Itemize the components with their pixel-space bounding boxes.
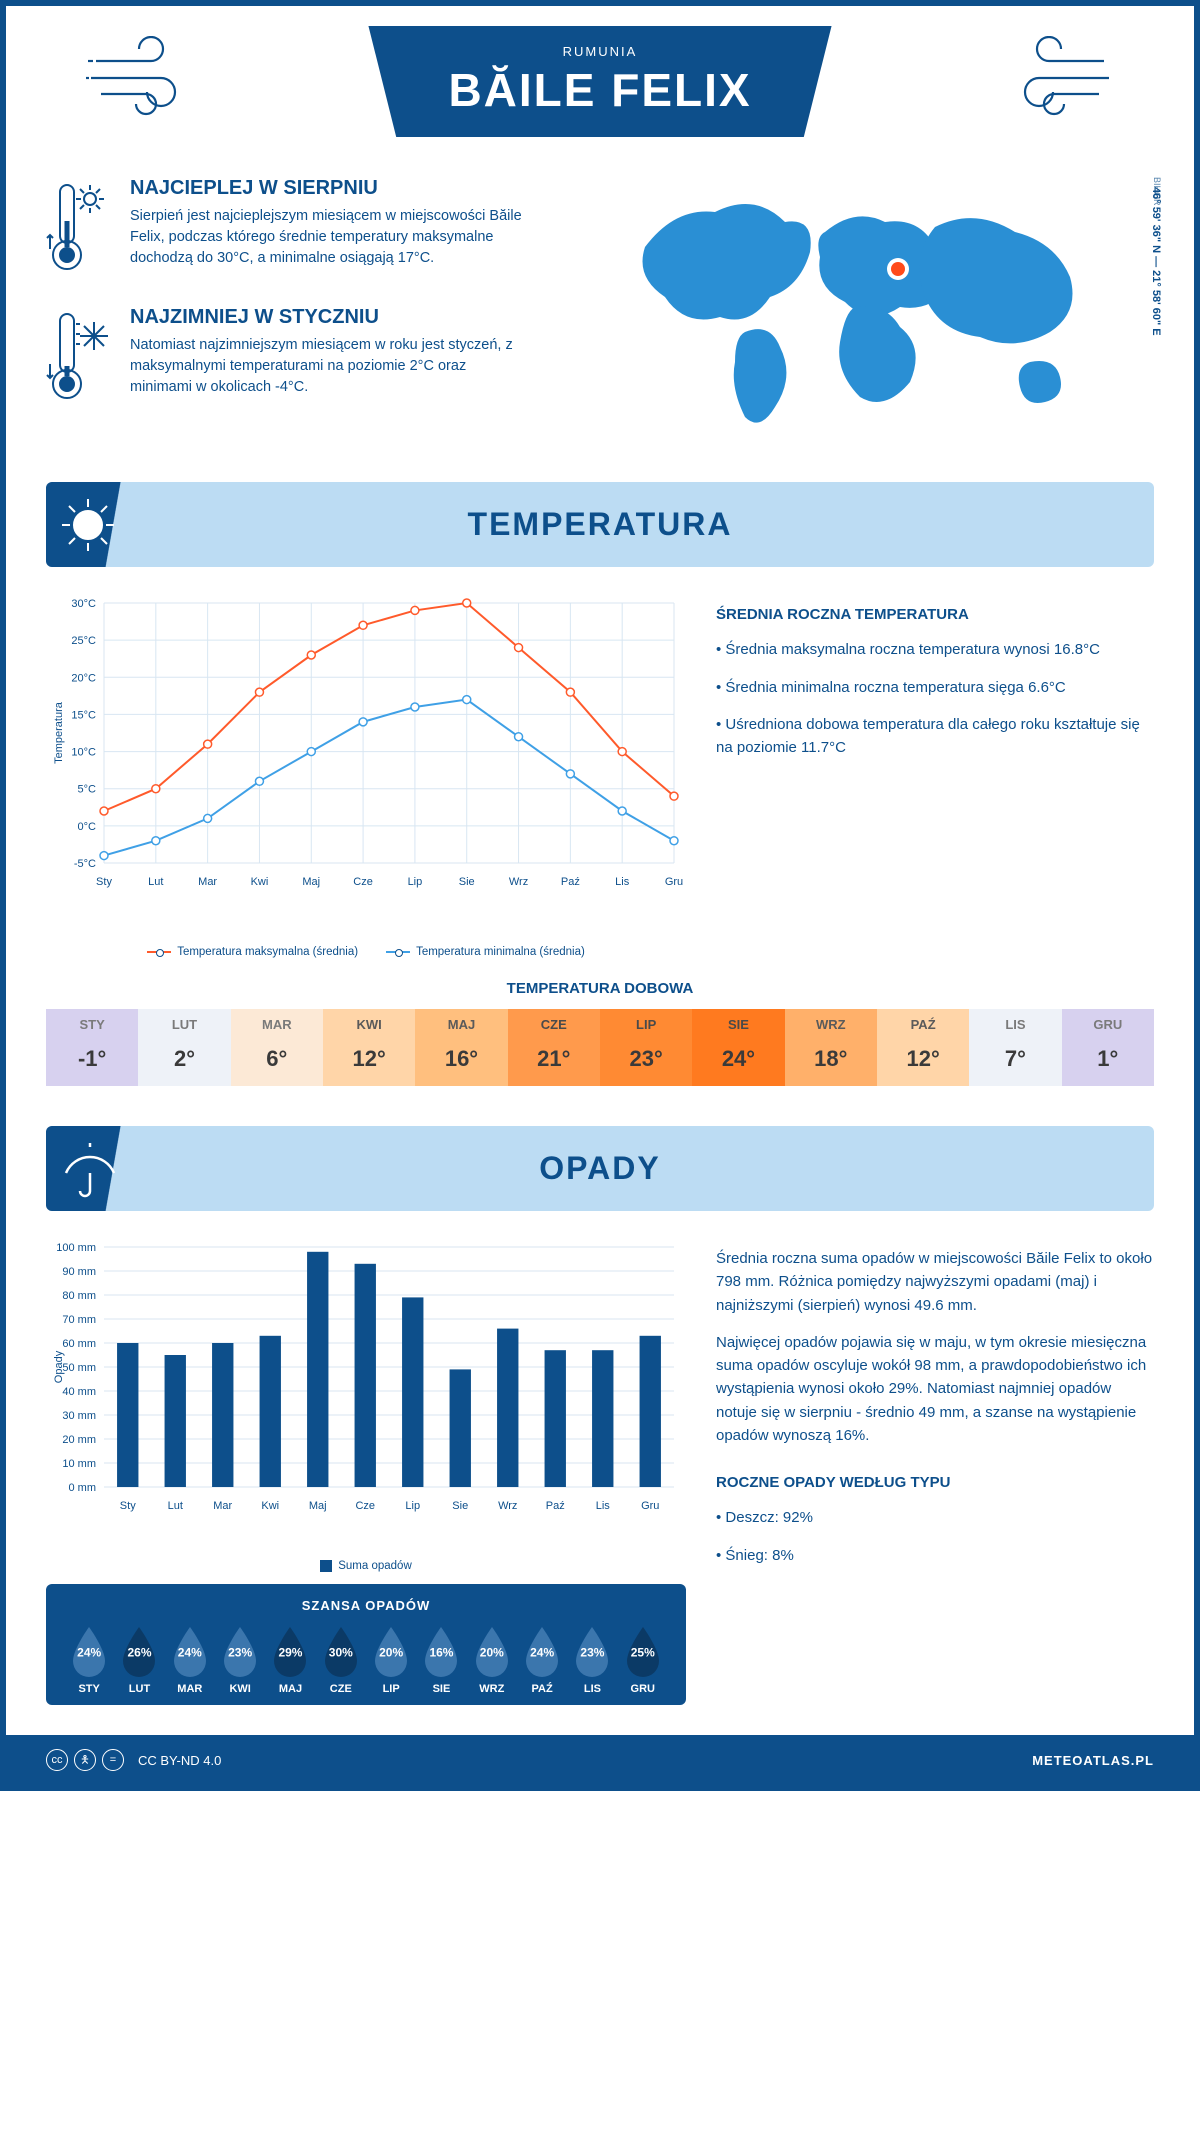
hot-heading: NAJCIEPLEJ W SIERPNIU xyxy=(130,177,530,200)
svg-text:Sie: Sie xyxy=(452,1500,468,1512)
svg-text:20 mm: 20 mm xyxy=(62,1434,96,1446)
svg-text:Lip: Lip xyxy=(405,1500,420,1512)
cc-icon: cc xyxy=(46,1749,68,1771)
page-subtitle: RUMUNIA xyxy=(448,44,751,59)
svg-text:Sie: Sie xyxy=(459,876,475,888)
thermometer-hot-icon xyxy=(46,177,112,282)
cold-text: Natomiast najzimniejszym miesiącem w rok… xyxy=(130,335,530,398)
svg-text:Lut: Lut xyxy=(168,1500,183,1512)
daily-temp-heading: TEMPERATURA DOBOWA xyxy=(46,980,1154,997)
svg-text:30°C: 30°C xyxy=(71,598,96,610)
svg-text:Lip: Lip xyxy=(408,876,423,888)
rain-type2: • Śnieg: 8% xyxy=(716,1544,1154,1567)
section-rain: OPADY xyxy=(46,1126,1154,1211)
temp-summary-b1: • Średnia maksymalna roczna temperatura … xyxy=(716,638,1154,661)
svg-text:100 mm: 100 mm xyxy=(56,1242,96,1254)
svg-text:Mar: Mar xyxy=(198,876,217,888)
svg-text:Paź: Paź xyxy=(561,876,580,888)
svg-text:10 mm: 10 mm xyxy=(62,1458,96,1470)
svg-text:Sty: Sty xyxy=(96,876,112,888)
section-temperature: TEMPERATURA xyxy=(46,482,1154,567)
footer: cc 🯅 = CC BY-ND 4.0 METEOATLAS.PL xyxy=(6,1735,1194,1785)
svg-text:Wrz: Wrz xyxy=(509,876,528,888)
rain-p2: Najwięcej opadów pojawia się w maju, w t… xyxy=(716,1331,1154,1447)
svg-text:70 mm: 70 mm xyxy=(62,1314,96,1326)
svg-text:Kwi: Kwi xyxy=(261,1500,279,1512)
svg-text:0 mm: 0 mm xyxy=(69,1482,97,1494)
thermometer-cold-icon xyxy=(46,306,112,411)
legend-max: Temperatura maksymalna (średnia) xyxy=(177,946,358,958)
svg-text:Sty: Sty xyxy=(120,1500,136,1512)
svg-text:Paź: Paź xyxy=(546,1500,565,1512)
svg-text:Temperatura: Temperatura xyxy=(53,701,65,764)
rain-chance-panel: SZANSA OPADÓW 24%STY26%LUT24%MAR23%KWI29… xyxy=(46,1584,686,1705)
header: BĂILE FELIX RUMUNIA xyxy=(46,6,1154,167)
svg-text:0°C: 0°C xyxy=(78,821,97,833)
svg-text:Gru: Gru xyxy=(641,1500,659,1512)
svg-text:Wrz: Wrz xyxy=(498,1500,517,1512)
svg-text:Opady: Opady xyxy=(53,1350,65,1383)
coords-label: 46° 59' 36" N — 21° 58' 60" E xyxy=(1150,187,1162,336)
svg-text:-5°C: -5°C xyxy=(74,858,96,870)
svg-text:Kwi: Kwi xyxy=(251,876,269,888)
hot-text: Sierpień jest najcieplejszym miesiącem w… xyxy=(130,206,530,269)
svg-text:Gru: Gru xyxy=(665,876,683,888)
temperature-line-chart: -5°C 0°C 5°C 10°C 15°C 20°C 25°C 30°C Sty Lut Mar K… xyxy=(46,593,686,958)
svg-text:80 mm: 80 mm xyxy=(62,1290,96,1302)
temp-section-title: TEMPERATURA xyxy=(46,506,1154,543)
svg-text:Lis: Lis xyxy=(615,876,630,888)
wind-icon xyxy=(1004,36,1114,116)
temp-summary-heading: ŚREDNIA ROCZNA TEMPERATURA xyxy=(716,603,1154,626)
svg-text:Lut: Lut xyxy=(148,876,163,888)
license-text: CC BY-ND 4.0 xyxy=(138,1753,221,1768)
rain-bar-chart: 0 mm 10 mm 20 mm 30 mm 40 mm 50 mm 60 mm 70 mm 8… xyxy=(46,1237,686,1547)
page-title: BĂILE FELIX xyxy=(448,63,751,117)
svg-text:25°C: 25°C xyxy=(71,635,96,647)
nd-icon: = xyxy=(102,1749,124,1771)
rain-type1: • Deszcz: 92% xyxy=(716,1506,1154,1529)
svg-text:Maj: Maj xyxy=(302,876,320,888)
svg-text:5°C: 5°C xyxy=(78,784,97,796)
svg-text:50 mm: 50 mm xyxy=(62,1362,96,1374)
rain-section-title: OPADY xyxy=(46,1150,1154,1187)
svg-text:40 mm: 40 mm xyxy=(62,1386,96,1398)
daily-temp-table: STYLUTMARKWIMAJCZELIPSIEWRZPAŹLISGRU-1°2… xyxy=(46,1009,1154,1086)
svg-text:60 mm: 60 mm xyxy=(62,1338,96,1350)
svg-text:Cze: Cze xyxy=(353,876,373,888)
svg-text:20°C: 20°C xyxy=(71,672,96,684)
svg-text:Lis: Lis xyxy=(596,1500,611,1512)
world-map-icon xyxy=(615,177,1115,437)
umbrella-icon xyxy=(58,1139,118,1199)
legend-min: Temperatura minimalna (średnia) xyxy=(416,946,585,958)
svg-text:Mar: Mar xyxy=(213,1500,232,1512)
svg-text:15°C: 15°C xyxy=(71,709,96,721)
wind-icon xyxy=(86,36,196,116)
rain-type-heading: ROCZNE OPADY WEDŁUG TYPU xyxy=(716,1471,1154,1494)
svg-text:90 mm: 90 mm xyxy=(62,1266,96,1278)
rain-legend: Suma opadów xyxy=(338,1560,412,1572)
svg-text:30 mm: 30 mm xyxy=(62,1410,96,1422)
rain-chance-heading: SZANSA OPADÓW xyxy=(64,1598,668,1613)
svg-text:Maj: Maj xyxy=(309,1500,327,1512)
cold-heading: NAJZIMNIEJ W STYCZNIU xyxy=(130,306,530,329)
temp-summary-b2: • Średnia minimalna roczna temperatura s… xyxy=(716,676,1154,699)
site-name: METEOATLAS.PL xyxy=(1032,1753,1154,1768)
rain-p1: Średnia roczna suma opadów w miejscowośc… xyxy=(716,1247,1154,1317)
sun-icon xyxy=(58,495,118,555)
svg-text:10°C: 10°C xyxy=(71,747,96,759)
by-icon: 🯅 xyxy=(74,1749,96,1771)
temp-summary-b3: • Uśredniona dobowa temperatura dla całe… xyxy=(716,713,1154,760)
svg-text:Cze: Cze xyxy=(355,1500,375,1512)
